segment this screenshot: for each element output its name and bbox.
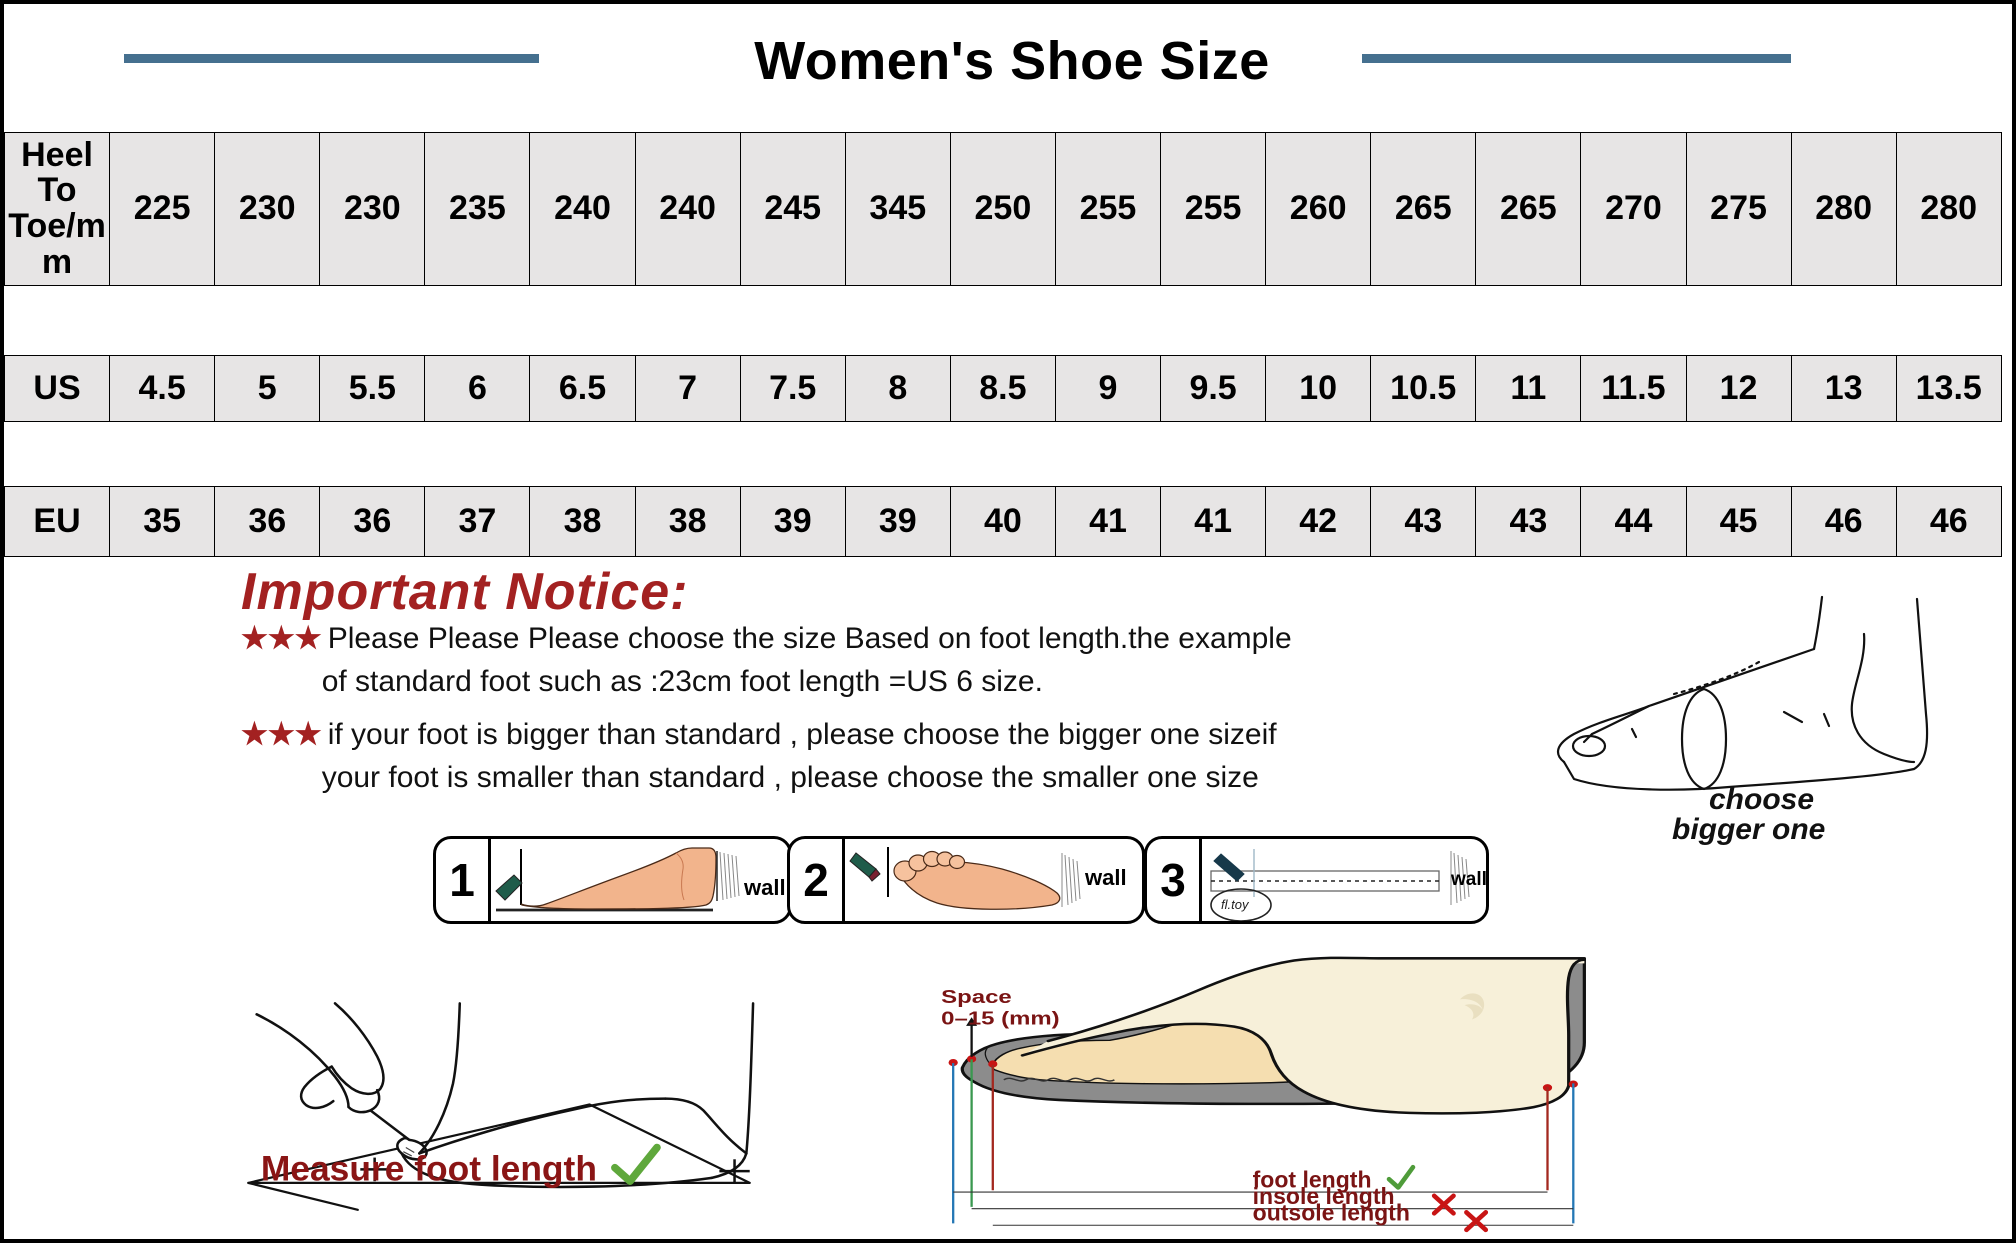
svg-text:wall: wall (1084, 865, 1127, 890)
svg-text:Space: Space (941, 986, 1012, 1007)
svg-text:wall: wall (743, 875, 786, 900)
svg-text:0–15 (mm): 0–15 (mm) (941, 1008, 1059, 1029)
svg-text:outsole length: outsole length (1253, 1200, 1410, 1226)
svg-text:bigger one: bigger one (1672, 813, 1825, 846)
svg-text:choose: choose (1709, 783, 1814, 816)
svg-text:fl.toy: fl.toy (1221, 897, 1250, 912)
svg-text:wall: wall (1450, 869, 1487, 890)
svg-text:Measure foot length: Measure foot length (261, 1149, 597, 1188)
